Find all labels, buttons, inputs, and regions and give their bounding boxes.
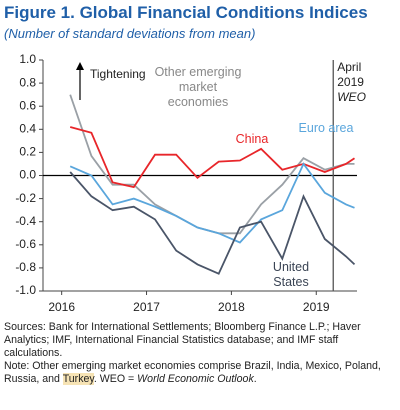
sources: Sources: Bank for International Settleme…: [4, 321, 361, 359]
chart-subtitle: (Number of standard deviations from mean…: [4, 26, 256, 41]
chart: 1.0 0.8 0.6 0.4 0.2 0.0 -0.2 -0.4 -0.6 -0.8 -1.0 20…: [15, 52, 366, 314]
note: Note: Other emerging market economies co…: [4, 360, 398, 386]
chart-title: Figure 1. Global Financial Conditions In…: [4, 3, 368, 22]
note-text: Note: Other emerging market economies co…: [4, 360, 381, 385]
y-tick-label: -0.4: [15, 214, 36, 228]
series-line: [69, 126, 356, 189]
series-line: [69, 171, 356, 275]
note-text: World Economic Outlook: [137, 373, 254, 385]
y-tick-label: 0.2: [19, 145, 36, 159]
x-tick-label: 2017: [133, 300, 160, 314]
series-line: [69, 162, 355, 244]
legend-label: United States: [272, 260, 310, 289]
y-tick-label: -0.6: [15, 237, 36, 251]
x-tick-label: 2019: [303, 300, 330, 314]
y-tick-label: -1.0: [15, 283, 36, 297]
x-tick-label: 2018: [218, 300, 245, 314]
weo-label: WEO: [337, 90, 366, 104]
y-tick-label: 0.8: [19, 75, 36, 89]
y-tick-label: 0.4: [19, 121, 36, 135]
weo-label: April: [337, 60, 361, 74]
legend-label: Other emerging market economies: [154, 65, 242, 109]
legend-label: China: [235, 132, 269, 146]
tightening-arrowhead: [76, 62, 84, 70]
note-text: Turkey: [62, 373, 94, 385]
y-tick-label: 0.0: [19, 168, 36, 182]
tightening-label: Tightening: [90, 67, 146, 81]
x-tick-label: 2016: [48, 300, 75, 314]
weo-label: 2019: [337, 75, 364, 89]
y-tick-label: 0.6: [19, 98, 36, 112]
y-tick-label: -0.8: [15, 260, 36, 274]
note-text: .: [253, 373, 257, 385]
y-tick-label: 1.0: [19, 52, 36, 66]
y-tick-label: -0.2: [15, 191, 36, 205]
note-text: . WEO =: [93, 373, 138, 385]
legend-label: Euro area: [298, 121, 354, 135]
